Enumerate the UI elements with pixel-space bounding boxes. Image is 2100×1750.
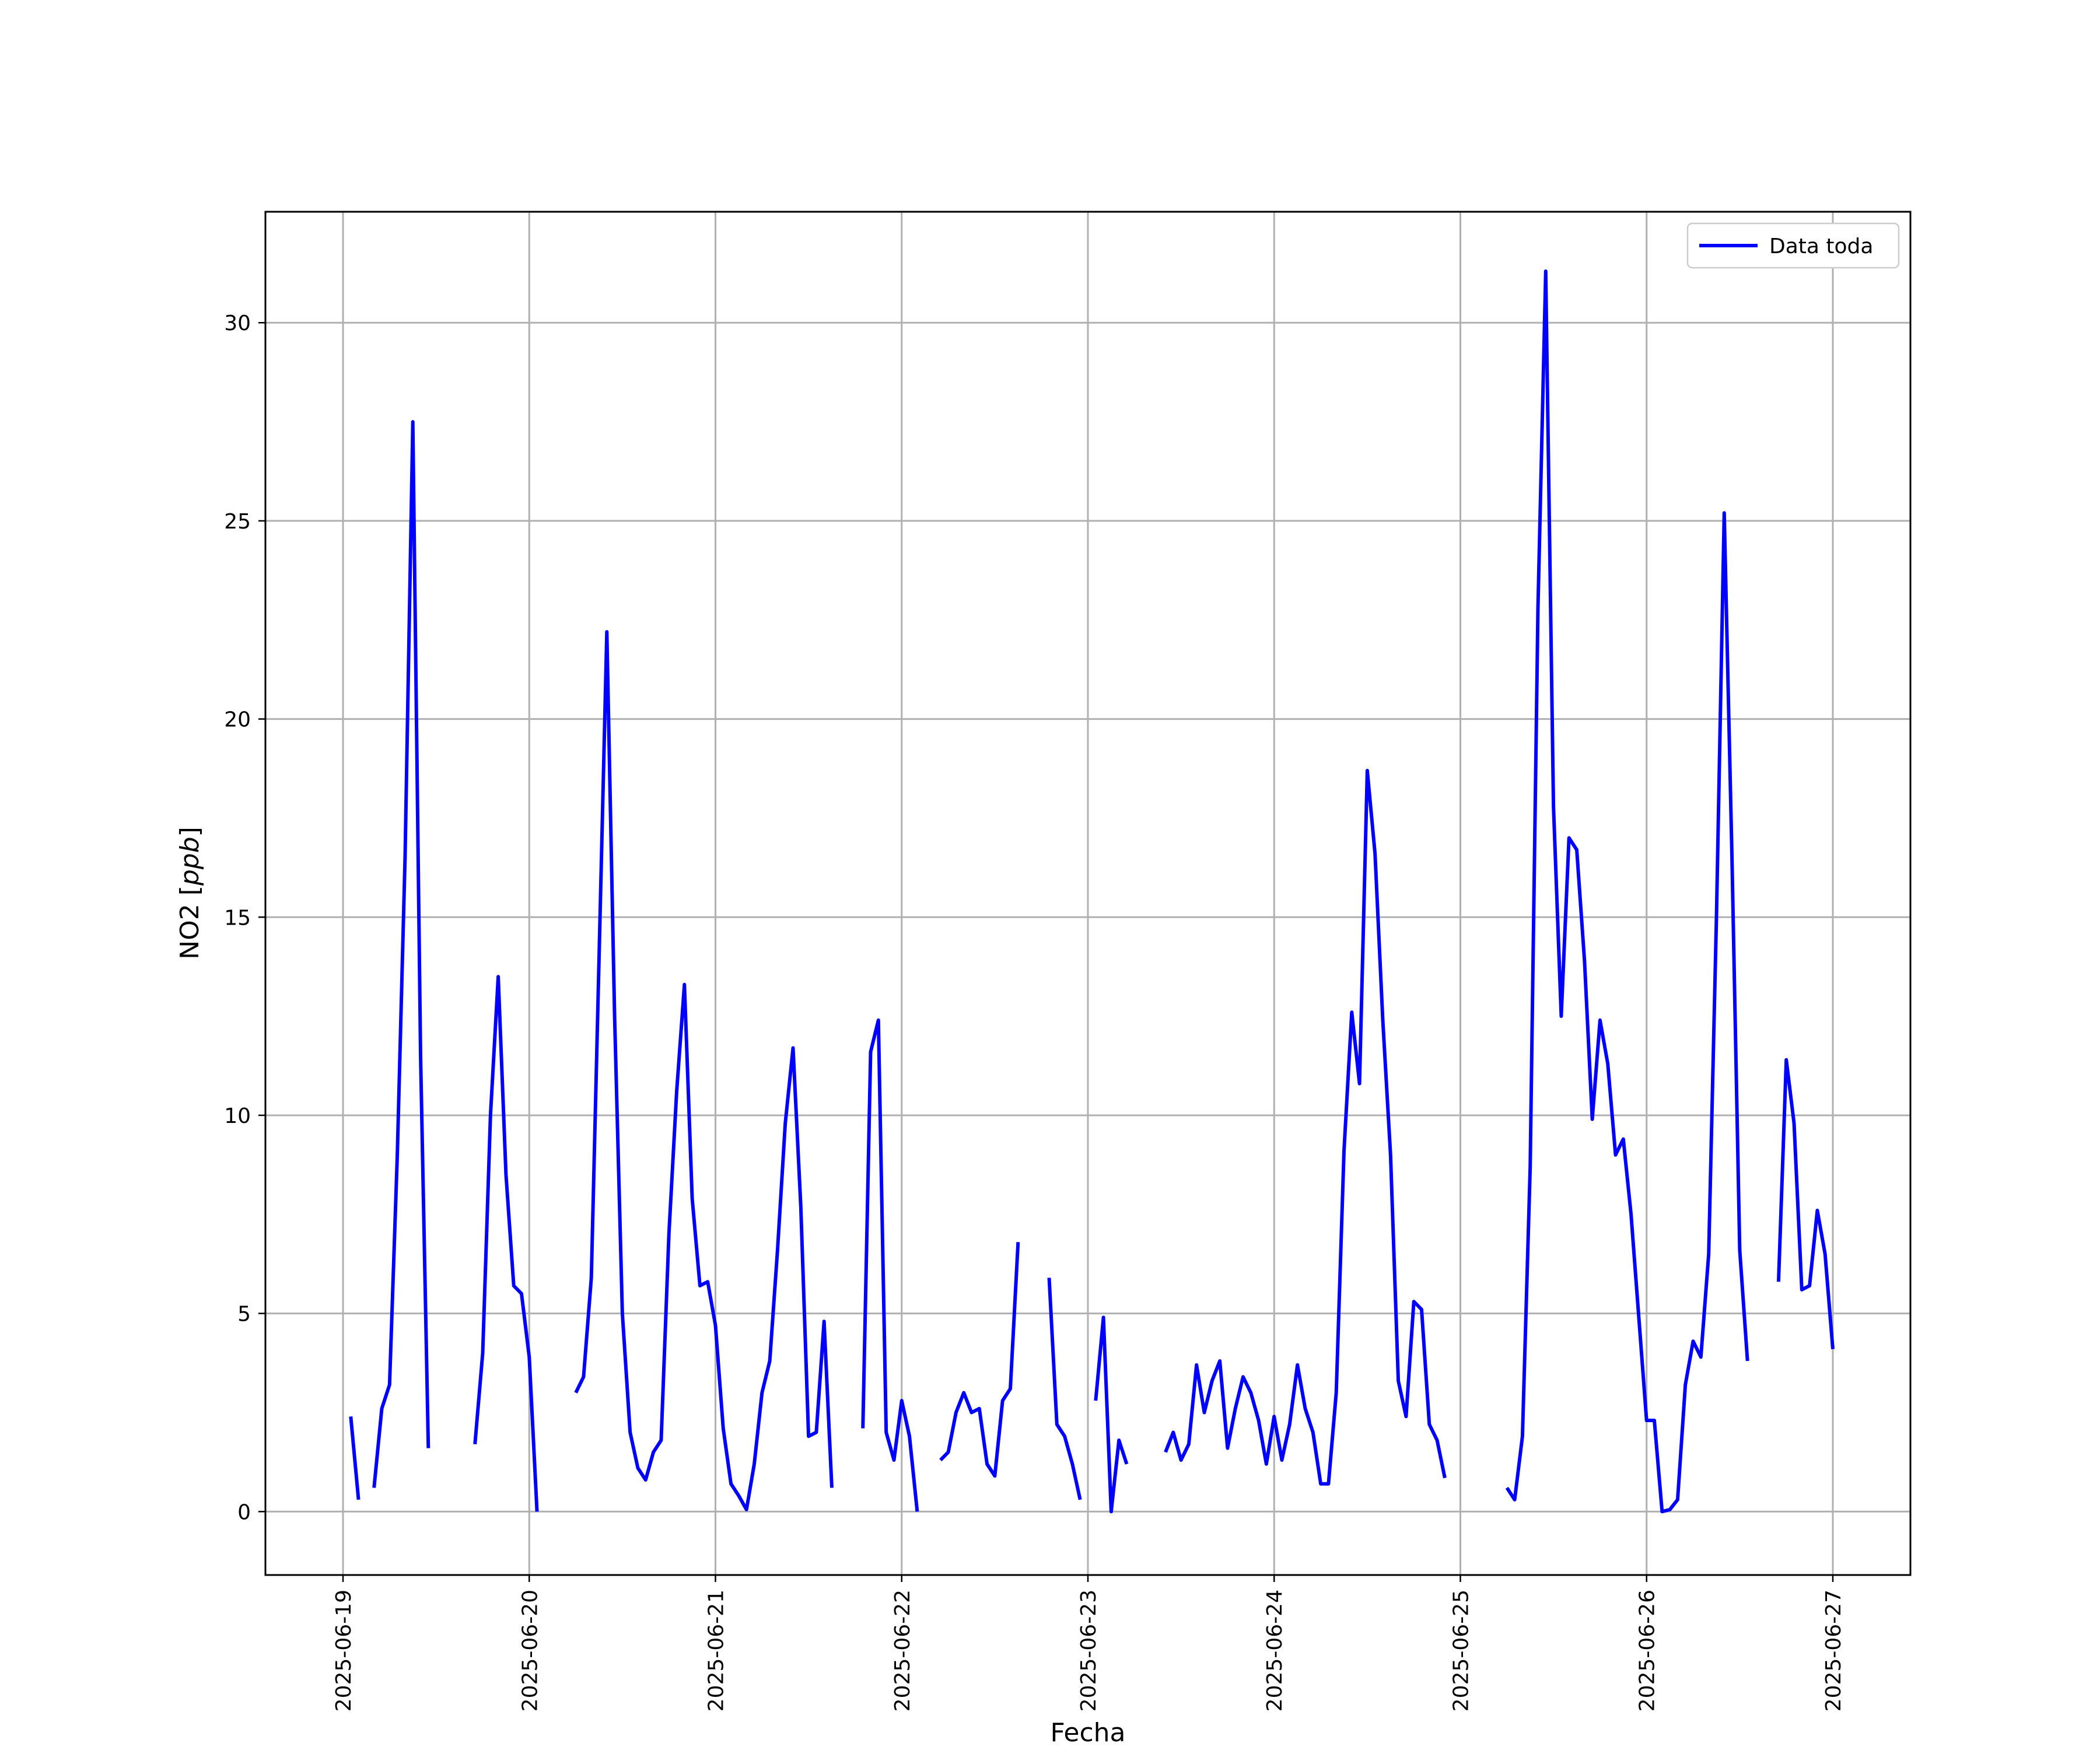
series-line-segment	[349, 1416, 360, 1500]
x-tick-label: 2025-06-26	[1636, 1590, 1660, 1712]
y-tick-label: 10	[224, 1104, 251, 1128]
plot-area	[264, 211, 1912, 1576]
y-tick-label: 15	[224, 906, 251, 930]
series-line-segment	[1047, 1278, 1082, 1500]
series-line-segment	[473, 975, 539, 1512]
series-line-segment	[939, 1242, 1020, 1478]
x-tick-label: 2025-06-20	[518, 1590, 542, 1712]
series-line-segment	[372, 420, 430, 1488]
x-tick-label: 2025-06-24	[1263, 1590, 1287, 1712]
series-line-segment	[1094, 1315, 1129, 1514]
x-tick-label: 2025-06-25	[1449, 1590, 1473, 1712]
y-tick-label: 20	[224, 708, 251, 732]
y-tick-label: 25	[224, 510, 251, 534]
y-axis-label-close: ]	[175, 827, 205, 836]
y-tick-label: 0	[237, 1500, 251, 1524]
legend-box	[1686, 222, 1900, 269]
series-line-segment	[574, 630, 834, 1511]
series-line-segment	[1776, 1058, 1835, 1350]
x-tick-label: 2025-06-27	[1822, 1590, 1846, 1712]
series-line-segment	[1164, 768, 1447, 1486]
y-tick-label: 5	[237, 1303, 251, 1326]
x-tick-label: 2025-06-22	[891, 1590, 915, 1712]
x-axis-ticks: 2025-06-19 2025-06-20 2025-06-21 2025-06-22…	[332, 1575, 1846, 1712]
x-tick-label: 2025-06-19	[332, 1590, 356, 1712]
x-gridlines	[342, 212, 1834, 1575]
series-line-segment	[861, 1018, 919, 1512]
y-axis-label: NO2 [ppb]	[175, 827, 205, 960]
y-tick-label: 30	[224, 312, 251, 335]
y-axis-ticks: 0 5 10 15 20 25 30	[224, 312, 265, 1524]
x-tick-label: 2025-06-21	[705, 1590, 729, 1712]
series-line-segment	[1505, 269, 1749, 1514]
y-axis-label-unit: ppb	[175, 836, 205, 886]
x-axis-label: Fecha	[1050, 1718, 1125, 1748]
x-tick-label: 2025-06-23	[1077, 1590, 1101, 1712]
legend-entry-label: Data toda	[1769, 235, 1873, 258]
legend: Data toda	[1686, 222, 1900, 269]
y-axis-label-text: NO2 [	[175, 886, 205, 960]
y-gridlines	[265, 321, 1910, 1513]
series-layer	[349, 269, 1835, 1514]
